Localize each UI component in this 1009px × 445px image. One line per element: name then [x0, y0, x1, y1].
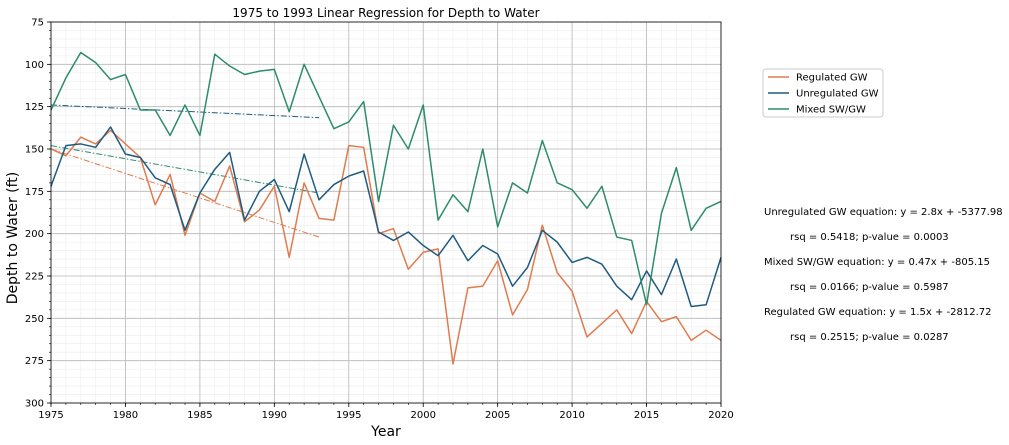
data-series	[50, 51, 722, 365]
regression-lines	[50, 104, 320, 238]
annotation-line: Regulated GW equation: y = 1.5x + -2812.…	[764, 307, 992, 318]
annotation-line: rsq = 0.5418; p-value = 0.0003	[790, 232, 949, 243]
legend-label: Regulated GW	[796, 73, 868, 84]
x-tick-label: 1985	[187, 410, 212, 421]
chart-title: 1975 to 1993 Linear Regression for Depth…	[232, 6, 539, 20]
y-tick-label: 275	[25, 356, 44, 367]
x-tick-label: 1995	[336, 410, 361, 421]
annotation-line: Unregulated GW equation: y = 2.8x + -537…	[764, 207, 1003, 218]
x-tick-label: 2005	[485, 410, 510, 421]
y-tick-label: 100	[25, 60, 44, 71]
y-tick-label: 200	[25, 229, 44, 240]
legend-label: Unregulated GW	[796, 89, 879, 100]
axes: 1975 1980 1985 1990 1995 2000 2005 2010 2015 2020…	[25, 18, 734, 422]
series-line	[50, 129, 722, 365]
x-tick-label: 1990	[262, 410, 287, 421]
regression-line	[50, 148, 320, 238]
x-tick-label: 2000	[410, 410, 435, 421]
y-tick-label: 300	[25, 399, 44, 410]
y-axis-label: Depth to Water (ft)	[5, 172, 21, 305]
series-line	[50, 126, 722, 308]
y-tick-label: 125	[25, 102, 44, 113]
x-axis-label: Year	[370, 424, 401, 440]
regression-line	[50, 145, 320, 194]
x-tick-label: 1980	[113, 410, 138, 421]
x-tick-label: 1975	[38, 410, 63, 421]
y-tick-label: 175	[25, 187, 44, 198]
plot-frame	[50, 21, 722, 404]
grid	[50, 21, 722, 404]
legend-box	[762, 68, 884, 118]
y-tick-label: 250	[25, 314, 44, 325]
y-tick-label: 150	[25, 145, 44, 156]
x-tick-label: 2015	[634, 410, 659, 421]
regression-annotations: Unregulated GW equation: y = 2.8x + -537…	[764, 200, 1003, 350]
regression-line	[50, 104, 320, 119]
x-tick-label: 2010	[559, 410, 584, 421]
annotation-line: Mixed SW/GW equation: y = 0.47x + -805.1…	[764, 257, 990, 268]
series-line	[50, 51, 722, 306]
x-tick-label: 2020	[708, 410, 733, 421]
y-tick-label: 75	[31, 18, 44, 29]
legend: Regulated GW Unregulated GW Mixed SW/GW	[762, 68, 884, 118]
annotation-line: rsq = 0.2515; p-value = 0.0287	[790, 332, 949, 343]
y-tick-label: 225	[25, 272, 44, 283]
annotation-line: rsq = 0.0166; p-value = 0.5987	[790, 282, 949, 293]
legend-label: Mixed SW/GW	[796, 105, 866, 116]
